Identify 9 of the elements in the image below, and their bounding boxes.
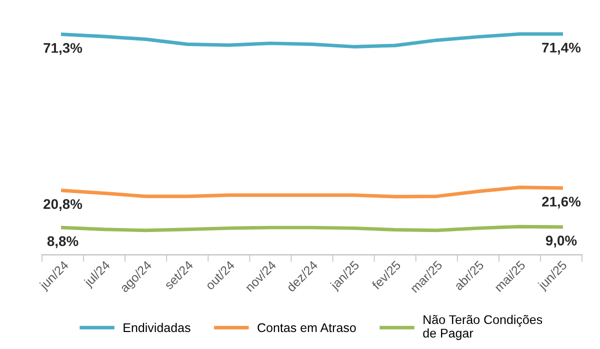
- data-label: 21,6%: [542, 196, 581, 209]
- data-label: 9,0%: [546, 236, 577, 248]
- data-label: 71,4%: [542, 42, 581, 55]
- legend-label: Não Terão Condições de Pagar: [423, 314, 542, 340]
- legend-label: Contas em Atraso: [258, 323, 356, 332]
- legend-label: Endividadas: [124, 322, 190, 332]
- data-label: 8,8%: [47, 236, 78, 248]
- data-label: 71,3%: [44, 43, 82, 55]
- data-label: 20,8%: [44, 199, 82, 212]
